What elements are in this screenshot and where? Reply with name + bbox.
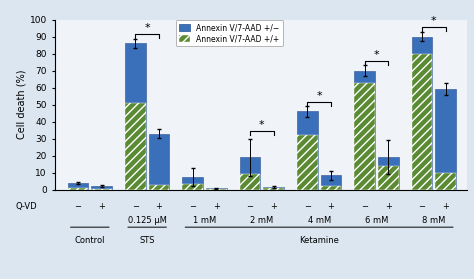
Bar (206, 189, 227, 190)
Text: −: − (304, 202, 311, 211)
Bar (240, 174, 260, 190)
Text: +: + (270, 202, 277, 211)
Bar (412, 37, 432, 190)
Text: −: − (361, 202, 368, 211)
Bar (68, 183, 88, 190)
Text: 6 mM: 6 mM (365, 216, 388, 225)
Bar (149, 185, 169, 190)
Bar (240, 157, 260, 190)
Bar (297, 135, 318, 190)
Text: *: * (259, 120, 264, 130)
Text: STS: STS (139, 236, 155, 245)
Bar (435, 89, 456, 190)
Bar (263, 187, 284, 190)
Text: +: + (385, 202, 392, 211)
Text: −: − (74, 202, 82, 211)
Bar (91, 186, 112, 190)
Text: −: − (246, 202, 254, 211)
Text: +: + (213, 202, 219, 211)
Text: +: + (155, 202, 162, 211)
Text: 0.125 μM: 0.125 μM (128, 216, 166, 225)
Bar (378, 157, 399, 190)
Bar (355, 83, 375, 190)
Bar (125, 43, 146, 190)
Bar (320, 186, 341, 190)
Text: +: + (328, 202, 334, 211)
Text: +: + (442, 202, 449, 211)
Bar (68, 188, 88, 190)
Text: *: * (374, 50, 379, 60)
Text: 2 mM: 2 mM (250, 216, 273, 225)
Bar (182, 177, 203, 190)
Text: −: − (132, 202, 139, 211)
Text: *: * (316, 91, 322, 101)
Text: Q-VD: Q-VD (15, 202, 37, 211)
Text: Control: Control (74, 236, 105, 245)
Bar (297, 111, 318, 190)
Text: *: * (144, 23, 150, 33)
Bar (412, 54, 432, 190)
Bar (125, 103, 146, 190)
Text: *: * (431, 16, 437, 26)
Text: +: + (98, 202, 105, 211)
Bar (182, 184, 203, 190)
Legend: Annexin V/7-AAD +/−, Annexin V/7-AAD +/+: Annexin V/7-AAD +/−, Annexin V/7-AAD +/+ (176, 20, 283, 46)
Bar (378, 166, 399, 190)
Text: 4 mM: 4 mM (308, 216, 331, 225)
Text: 8 mM: 8 mM (422, 216, 446, 225)
Bar (149, 134, 169, 190)
Y-axis label: Cell death (%): Cell death (%) (17, 70, 27, 140)
Bar (320, 175, 341, 190)
Bar (263, 188, 284, 190)
Text: −: − (419, 202, 426, 211)
Bar (91, 189, 112, 190)
Bar (206, 188, 227, 190)
Bar (355, 71, 375, 190)
Text: −: − (189, 202, 196, 211)
Text: 1 mM: 1 mM (193, 216, 216, 225)
Bar (435, 173, 456, 190)
Text: Ketamine: Ketamine (299, 236, 339, 245)
